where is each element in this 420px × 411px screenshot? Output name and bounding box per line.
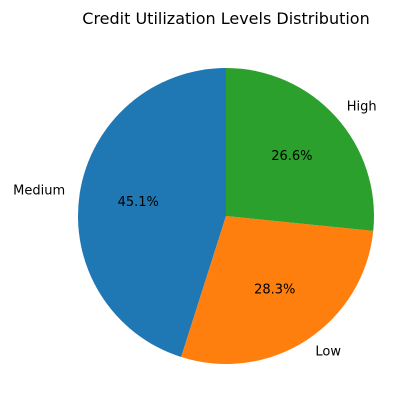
pie-value-label-high: 26.6% xyxy=(271,149,312,164)
pie-category-label-low: Low xyxy=(315,345,341,360)
pie-slice-medium xyxy=(78,68,226,358)
pie-labels: 45.1% Medium 28.3% Low 26.6% High xyxy=(13,99,377,359)
pie-slices xyxy=(78,68,374,364)
pie-category-label-high: High xyxy=(347,99,377,114)
pie-category-label-medium: Medium xyxy=(13,184,65,199)
pie-value-label-medium: 45.1% xyxy=(118,195,159,210)
pie-slice-low xyxy=(181,216,374,364)
pie-value-label-low: 28.3% xyxy=(254,283,295,298)
pie-slice-high xyxy=(226,68,374,231)
chart-title: Credit Utilization Levels Distribution xyxy=(82,9,369,28)
